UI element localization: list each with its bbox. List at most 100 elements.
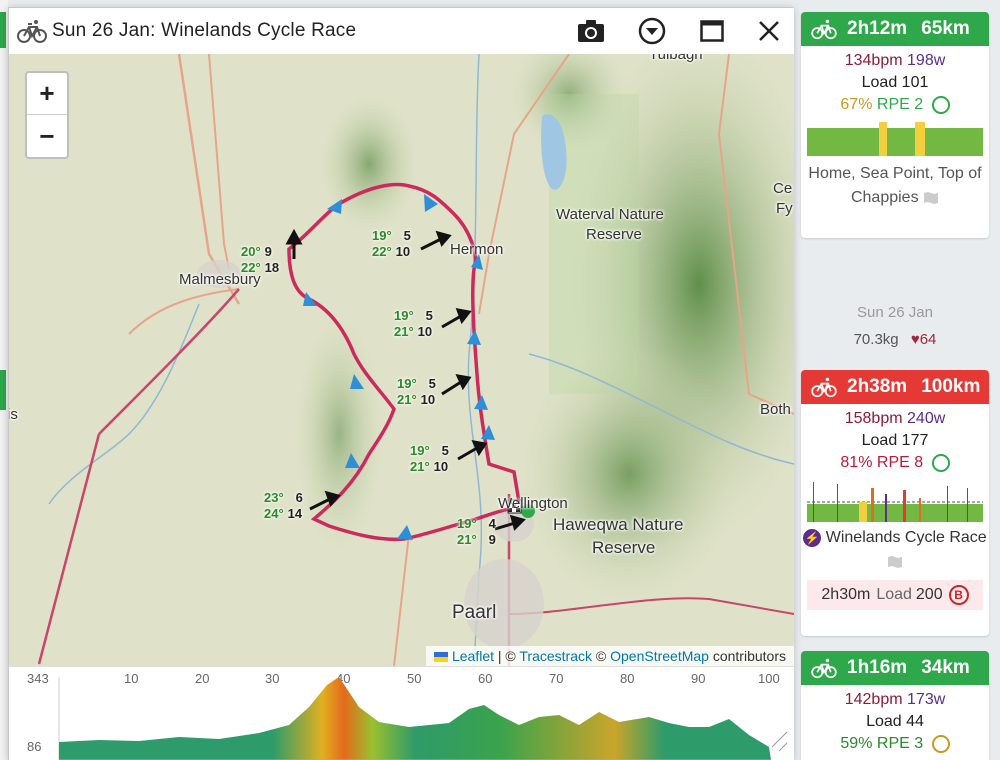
dialog-titlebar: Sun 26 Jan: Winelands Cycle Race xyxy=(9,8,794,54)
options-dropdown-button[interactable] xyxy=(637,16,667,46)
distance-tick: 20 xyxy=(195,671,210,686)
camera-icon xyxy=(578,20,604,42)
planned-load: 200 xyxy=(915,586,943,604)
activity-stats: 158bpm 240w xyxy=(801,410,989,428)
smiley-icon xyxy=(931,96,950,114)
activity-card[interactable]: 1h16m 34km 142bpm 173w Load 44 59% RPE 3 xyxy=(801,651,989,760)
place-label: Reserve xyxy=(586,226,642,243)
activity-card-header: 2h12m 65km xyxy=(801,12,989,46)
calendar-activity-marker[interactable] xyxy=(0,12,6,48)
bike-icon xyxy=(811,19,837,40)
day-wellness: 70.3kg ♥64 xyxy=(853,331,937,348)
priority-badge: B xyxy=(948,585,969,606)
elevation-profile xyxy=(58,677,788,760)
place-label: Tulbagh xyxy=(649,54,703,63)
place-label: Fy xyxy=(776,200,793,217)
activity-card-header: 2h38m 100km xyxy=(801,370,989,404)
place-label: Paarl xyxy=(452,602,497,623)
activity-distance: 100km xyxy=(921,376,981,397)
activity-duration: 2h12m xyxy=(847,18,908,39)
calendar-activity-marker[interactable] xyxy=(0,370,6,410)
distance-tick: 80 xyxy=(620,671,635,686)
activity-power: 240w xyxy=(907,410,946,427)
distance-tick: 10 xyxy=(124,671,139,686)
activity-power: 198w xyxy=(907,52,946,69)
activity-description: ⚡ Winelands Cycle Race xyxy=(801,526,989,574)
close-icon xyxy=(759,21,779,41)
weather-label: 19° 5 22° 10 xyxy=(372,228,411,259)
maximize-button[interactable] xyxy=(697,16,727,46)
tracestrack-link[interactable]: Tracestrack xyxy=(519,648,592,664)
smiley-icon xyxy=(931,735,950,753)
place-label: Waterval Nature xyxy=(556,206,664,223)
bike-icon xyxy=(811,377,837,398)
activity-zone-chart xyxy=(807,482,983,523)
zoom-in-button[interactable]: + xyxy=(27,73,67,115)
place-label: Wellington xyxy=(498,495,568,512)
activity-rpe: 67% RPE 2 xyxy=(801,96,989,114)
activity-rpe: 81% RPE 8 xyxy=(801,454,989,472)
distance-tick: 90 xyxy=(691,671,706,686)
activity-heart-rate: 158bpm xyxy=(844,410,903,427)
lightning-icon: ⚡ xyxy=(803,529,822,547)
elevation-max-label: 343 xyxy=(27,671,49,686)
activity-load: Load 177 xyxy=(861,432,929,449)
place-label: Both xyxy=(760,401,791,418)
activity-duration: 2h38m xyxy=(847,376,908,397)
elevation-min-label: 86 xyxy=(27,739,42,754)
close-button[interactable] xyxy=(754,16,784,46)
smiley-icon xyxy=(931,454,950,472)
place-label: Haweqwa Nature xyxy=(553,515,684,534)
place-label: is xyxy=(9,406,18,423)
activity-heart-rate: 142bpm xyxy=(844,691,903,708)
maximize-icon xyxy=(700,20,724,42)
ukraine-flag-icon xyxy=(434,652,449,663)
weather-label: 19° 5 21° 10 xyxy=(397,376,436,407)
zoom-out-button[interactable]: − xyxy=(39,120,55,151)
activity-zone-chart xyxy=(807,122,983,157)
weather-label: 20° 9 22° 18 xyxy=(241,244,280,275)
distance-tick: 100 xyxy=(758,671,780,686)
map-icon[interactable] xyxy=(887,555,903,569)
weather-label: 19° 5 21° 10 xyxy=(410,443,449,474)
place-label: Hermon xyxy=(450,241,504,258)
place-label: Malmesbury xyxy=(179,271,261,288)
dialog-title: Sun 26 Jan: Winelands Cycle Race xyxy=(52,20,357,41)
activity-stats: 142bpm 173w xyxy=(801,691,989,709)
activity-card[interactable]: 2h38m 100km 158bpm 240w Load 177 81% RPE… xyxy=(801,370,989,636)
osm-link[interactable]: OpenStreetMap xyxy=(610,648,709,664)
place-label: Reserve xyxy=(592,538,656,557)
activity-stats: 134bpm 198w xyxy=(801,52,989,70)
activity-duration: 1h16m xyxy=(847,657,908,678)
place-label: Ce xyxy=(773,180,793,197)
planned-workout[interactable]: 2h30m Load 200 B xyxy=(807,580,983,611)
map-icon[interactable] xyxy=(923,191,939,205)
activity-map-dialog: Sun 26 Jan: Winelands Cycle Race xyxy=(8,7,794,760)
day-date: Sun 26 Jan xyxy=(857,304,933,321)
activity-rpe: 59% RPE 3 xyxy=(801,735,989,753)
distance-tick: 30 xyxy=(265,671,280,686)
bike-icon xyxy=(17,20,47,43)
weather-label: 19° 4 21° 9 xyxy=(457,516,496,547)
map-terrain xyxy=(9,54,794,666)
calendar-background xyxy=(0,0,8,760)
heart-icon: ♥ xyxy=(910,331,920,348)
activity-load: Load 44 xyxy=(866,713,924,730)
route-map[interactable]: Tulbagh Waterval Nature Reserve Hermon M… xyxy=(9,54,794,666)
weather-label: 19° 5 21° 10 xyxy=(394,308,433,339)
chevron-down-circle-icon xyxy=(638,17,666,45)
attribution-sep: | © xyxy=(494,648,520,664)
distance-tick: 70 xyxy=(549,671,564,686)
attribution-sep: © xyxy=(592,648,611,664)
elevation-chart[interactable]: 343 86 10 20 30 40 50 60 70 80 90 100 xyxy=(9,666,794,760)
camera-button[interactable] xyxy=(576,16,606,46)
leaflet-link[interactable]: Leaflet xyxy=(451,648,495,664)
distance-tick: 50 xyxy=(407,671,422,686)
activity-heart-rate: 134bpm xyxy=(844,52,903,69)
activity-description: Home, Sea Point, Top of Chappies xyxy=(808,165,982,207)
weather-label: 23° 6 24° 14 xyxy=(264,490,303,521)
day-summary: Sun 26 Jan 70.3kg ♥64 xyxy=(801,298,989,366)
zoom-control: + − xyxy=(25,71,69,159)
activity-card-header: 1h16m 34km xyxy=(801,651,989,685)
activity-card[interactable]: 2h12m 65km 134bpm 198w Load 101 67% RPE … xyxy=(801,12,989,238)
